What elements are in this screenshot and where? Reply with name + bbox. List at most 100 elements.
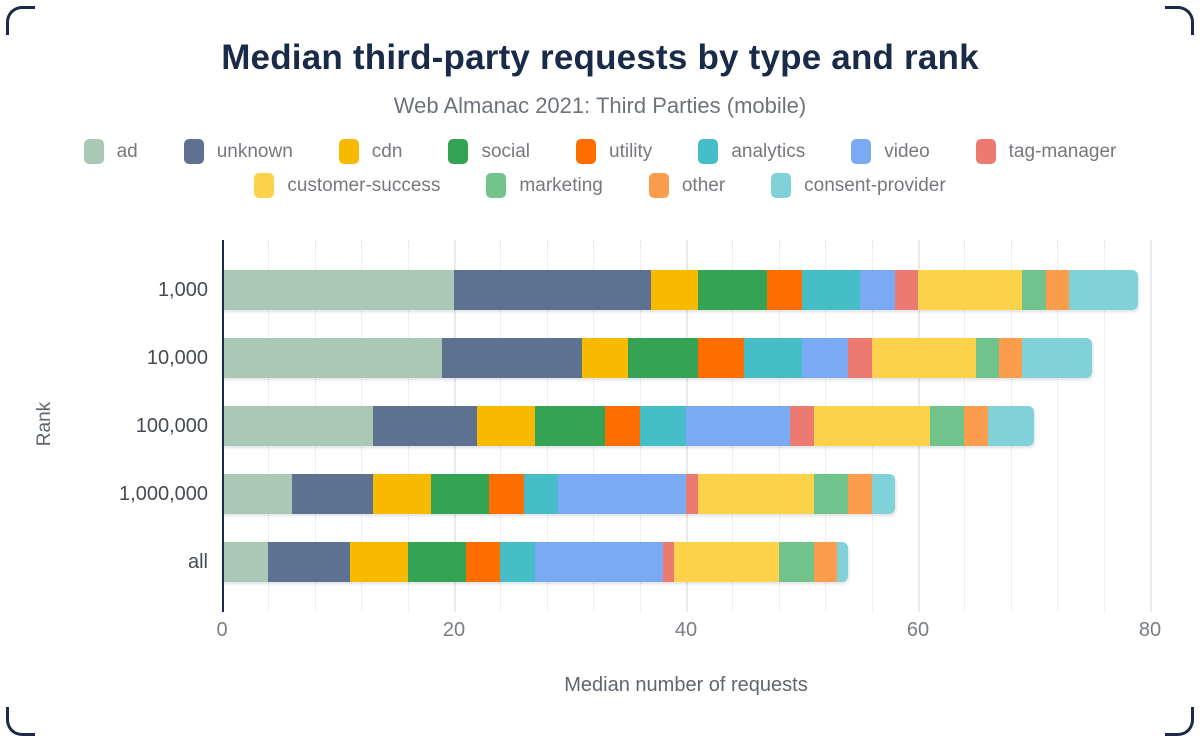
legend-label-analytics: analytics <box>731 141 806 162</box>
legend-item-other[interactable]: other <box>648 173 726 198</box>
bar-segment-utility-1000[interactable] <box>767 270 802 310</box>
bar-row-100000 <box>222 406 1034 446</box>
bar-segment-video-10000[interactable] <box>801 338 849 378</box>
legend-label-tagmanager: tag-manager <box>1008 141 1117 162</box>
bar-segment-utility-100000[interactable] <box>604 406 640 446</box>
bar-segment-social-1000[interactable] <box>697 270 768 310</box>
bar-segment-tagmanager-1000[interactable] <box>894 270 918 310</box>
y-axis-label-1000000: 1,000,000 <box>119 483 208 505</box>
bar-segment-marketing-1000000[interactable] <box>813 474 849 514</box>
legend-item-analytics[interactable]: analytics <box>698 139 805 164</box>
bar-segment-cdn-1000[interactable] <box>651 270 698 310</box>
legend-label-video: video <box>884 141 930 162</box>
legend-swatch-marketing <box>486 173 507 198</box>
bar-segment-analytics-100000[interactable] <box>639 406 686 446</box>
bar-segment-ad-1000[interactable] <box>222 270 454 310</box>
bar-segment-unknown-1000000[interactable] <box>291 474 373 514</box>
bar-segment-tagmanager-10000[interactable] <box>848 338 872 378</box>
x-axis-tick-0: 0 <box>216 619 228 641</box>
bar-segment-unknown-100000[interactable] <box>372 406 478 446</box>
legend-label-utility: utility <box>609 141 653 162</box>
legend-swatch-social <box>448 139 469 164</box>
chart-subtitle: Web Almanac 2021: Third Parties (mobile) <box>393 93 807 118</box>
bar-segment-analytics-1000[interactable] <box>801 270 860 310</box>
bar-segment-consentprovider-10000[interactable] <box>1022 338 1092 378</box>
legend-swatch-ad <box>83 139 104 164</box>
bar-segment-social-all[interactable] <box>407 542 466 582</box>
bar-segment-other-1000000[interactable] <box>848 474 872 514</box>
bar-segment-cdn-1000000[interactable] <box>372 474 431 514</box>
bar-segment-utility-1000000[interactable] <box>488 474 524 514</box>
bar-segment-other-10000[interactable] <box>999 338 1023 378</box>
legend-item-consentprovider[interactable]: consent-provider <box>771 173 946 198</box>
bar-segment-unknown-10000[interactable] <box>442 338 582 378</box>
bar-segment-video-all[interactable] <box>535 542 663 582</box>
bar-segment-utility-10000[interactable] <box>697 338 744 378</box>
bar-segment-ad-all[interactable] <box>222 542 269 582</box>
legend-item-cdn[interactable]: cdn <box>338 139 402 164</box>
bar-segment-marketing-100000[interactable] <box>929 406 965 446</box>
bar-segment-other-all[interactable] <box>813 542 837 582</box>
bar-segment-ad-100000[interactable] <box>222 406 373 446</box>
bar-segment-ad-10000[interactable] <box>222 338 443 378</box>
bar-segment-customersuccess-all[interactable] <box>674 542 779 582</box>
bar-segment-cdn-all[interactable] <box>349 542 408 582</box>
gridline-major <box>1150 240 1152 612</box>
chart-title: Median third-party requests by type and … <box>221 38 979 77</box>
legend-swatch-unknown <box>183 139 204 164</box>
legend-swatch-cdn <box>338 139 359 164</box>
legend-label-other: other <box>681 175 726 196</box>
bar-segment-tagmanager-100000[interactable] <box>790 406 814 446</box>
legend-item-ad[interactable]: ad <box>83 139 138 164</box>
bar-segment-other-1000[interactable] <box>1045 270 1069 310</box>
legend-item-video[interactable]: video <box>851 139 930 164</box>
bar-segment-video-1000000[interactable] <box>558 474 686 514</box>
bar-segment-video-1000[interactable] <box>859 270 895 310</box>
legend-item-customersuccess[interactable]: customer-success <box>254 173 440 198</box>
legend-item-tagmanager[interactable]: tag-manager <box>975 139 1117 164</box>
bar-segment-social-1000000[interactable] <box>430 474 489 514</box>
bar-segment-marketing-10000[interactable] <box>975 338 1000 378</box>
bar-segment-social-10000[interactable] <box>627 338 698 378</box>
bar-segment-ad-1000000[interactable] <box>222 474 292 514</box>
bar-segment-marketing-all[interactable] <box>778 542 814 582</box>
bar-row-1000 <box>222 270 1139 310</box>
bar-segment-customersuccess-10000[interactable] <box>871 338 976 378</box>
legend-swatch-video <box>851 139 872 164</box>
bar-segment-unknown-1000[interactable] <box>454 270 652 310</box>
bar-segment-video-100000[interactable] <box>685 406 791 446</box>
card-corner-bottom-left <box>6 707 35 736</box>
bar-segment-tagmanager-1000000[interactable] <box>685 474 698 514</box>
bar-segment-unknown-all[interactable] <box>268 542 350 582</box>
bar-segment-cdn-100000[interactable] <box>477 406 536 446</box>
bar-segment-marketing-1000[interactable] <box>1022 270 1046 310</box>
gridline-minor <box>1057 240 1059 612</box>
bar-segment-customersuccess-1000[interactable] <box>917 270 1023 310</box>
card-corner-bottom-right <box>1165 707 1194 736</box>
bar-row-10000 <box>222 338 1092 378</box>
legend-label-consentprovider: consent-provider <box>804 175 946 196</box>
bar-segment-analytics-1000000[interactable] <box>523 474 559 514</box>
legend-swatch-analytics <box>698 139 719 164</box>
bar-segment-consentprovider-1000000[interactable] <box>871 474 895 514</box>
bar-segment-cdn-10000[interactable] <box>581 338 628 378</box>
bar-segment-social-100000[interactable] <box>535 406 605 446</box>
bar-segment-customersuccess-100000[interactable] <box>813 406 930 446</box>
bar-segment-utility-all[interactable] <box>465 542 501 582</box>
y-axis-label-100000: 100,000 <box>135 415 208 437</box>
plot-area <box>222 240 1152 612</box>
legend-item-unknown[interactable]: unknown <box>183 139 293 164</box>
bar-segment-analytics-all[interactable] <box>500 542 536 582</box>
bar-segment-analytics-10000[interactable] <box>743 338 802 378</box>
legend-item-marketing[interactable]: marketing <box>486 173 603 198</box>
x-axis-title: Median number of requests <box>564 674 808 696</box>
bar-segment-consentprovider-all[interactable] <box>836 542 849 582</box>
bar-segment-consentprovider-1000[interactable] <box>1068 270 1139 310</box>
bar-segment-other-100000[interactable] <box>964 406 988 446</box>
bar-segment-tagmanager-all[interactable] <box>662 542 675 582</box>
gridline-minor <box>1103 240 1105 612</box>
bar-segment-customersuccess-1000000[interactable] <box>697 474 814 514</box>
legend-item-social[interactable]: social <box>448 139 530 164</box>
legend-item-utility[interactable]: utility <box>576 139 652 164</box>
bar-segment-consentprovider-100000[interactable] <box>987 406 1034 446</box>
